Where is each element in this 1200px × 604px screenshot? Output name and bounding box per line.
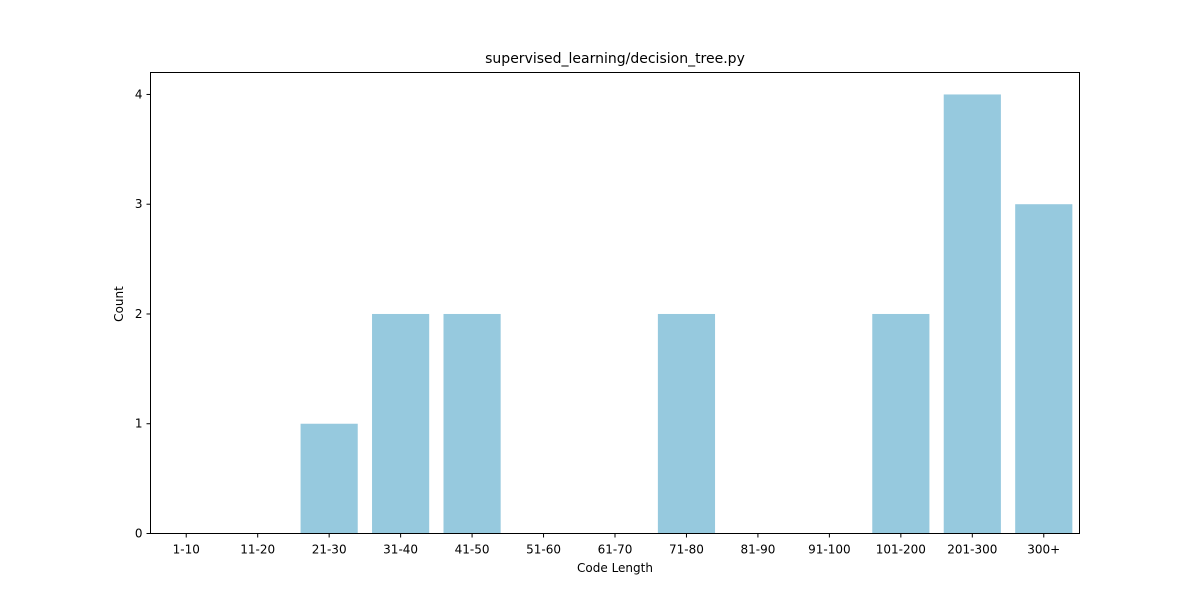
plot-area-frame (150, 72, 1080, 534)
y-tick-label: 3 (135, 197, 143, 211)
x-tick-label: 300+ (1027, 543, 1060, 557)
bar-21-30 (300, 423, 358, 534)
x-tick-label: 41-50 (455, 543, 490, 557)
x-axis-ticks: 1-10 11-20 21-30 31-40 41-50 51-60 61-70 71-80 8… (173, 533, 1060, 557)
y-tick-label: 1 (135, 417, 143, 431)
bar-41-50 (443, 313, 501, 534)
x-tick-label: 1-10 (173, 543, 200, 557)
x-tick-label: 101-200 (876, 543, 926, 557)
bar-71-80 (657, 313, 716, 534)
y-axis-ticks: 0 1 2 3 4 (135, 87, 151, 541)
bar-201-300 (943, 94, 1001, 534)
x-tick-label: 201-300 (947, 543, 997, 557)
x-tick-label: 81-90 (740, 543, 775, 557)
bars-layer (300, 94, 1073, 534)
y-tick-label: 2 (135, 307, 143, 321)
bar-300+ (1015, 204, 1073, 534)
chart-title: supervised_learning/decision_tree.py (485, 51, 745, 67)
x-tick-label: 71-80 (669, 543, 704, 557)
x-tick-label: 31-40 (383, 543, 418, 557)
y-tick-label: 0 (135, 527, 143, 541)
x-tick-label: 21-30 (312, 543, 347, 557)
bar-31-40 (372, 313, 430, 534)
x-tick-label: 51-60 (526, 543, 561, 557)
x-tick-label: 91-100 (808, 543, 851, 557)
x-tick-label: 11-20 (240, 543, 275, 557)
bar-101-200 (872, 313, 930, 534)
y-axis-label: Count (112, 286, 126, 322)
x-tick-label: 61-70 (598, 543, 633, 557)
y-tick-label: 4 (135, 87, 143, 101)
x-axis-label: Code Length (577, 561, 653, 575)
